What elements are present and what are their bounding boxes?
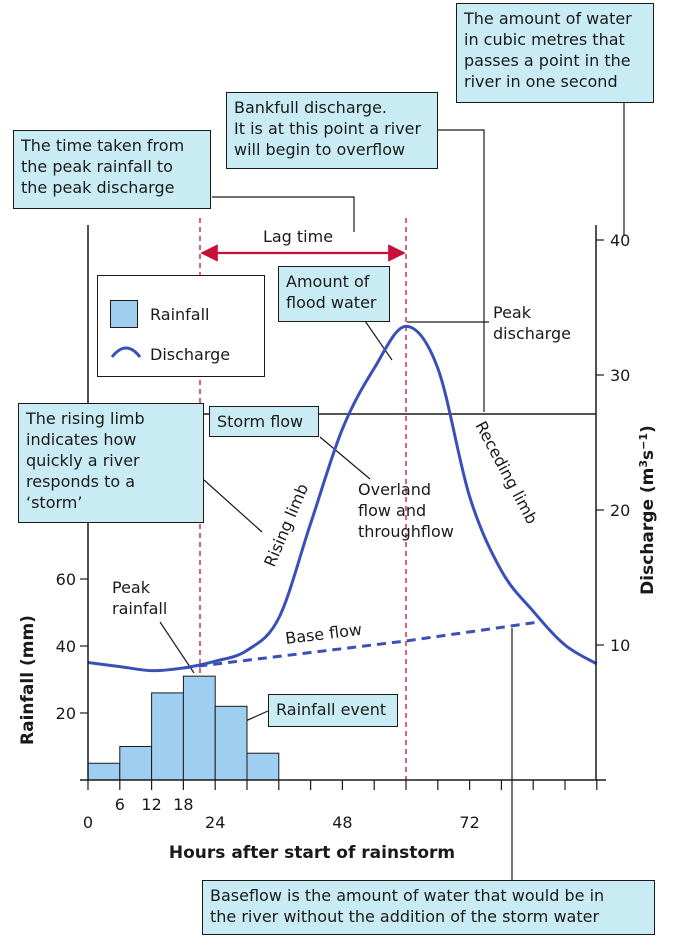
peak-rainfall-connector [159, 621, 195, 674]
base-flow-label: Base flow [284, 620, 363, 648]
left-tick-label: 40 [56, 637, 76, 656]
left-axis-title: Rainfall (mm) [18, 615, 38, 745]
right-tick-label: 20 [610, 501, 630, 520]
rising-limb-definition-box: The rising limb indicates how quickly a … [18, 403, 204, 523]
bankfull-callout-connector [437, 129, 485, 412]
rainfall-bar [119, 746, 153, 781]
right-tick-label: 30 [610, 366, 630, 385]
x-tick-label: 24 [205, 813, 225, 832]
right-tick-label: 10 [610, 636, 630, 655]
x-tick-label: 72 [459, 813, 479, 832]
x-tick-label: 48 [332, 813, 352, 832]
rainfall-bar [87, 762, 121, 781]
left-tick-label: 60 [56, 570, 76, 589]
bankfull-definition-box: Bankfull discharge. It is at this point … [226, 92, 438, 169]
left-ticks: 20 40 60 [56, 570, 88, 723]
peak-rainfall-label: Peak rainfall [112, 578, 168, 618]
baseflow-definition-box: Baseflow is the amount of water that wou… [202, 880, 655, 935]
lag-time-definition-box: The time taken from the peak rainfall to… [13, 130, 211, 209]
x-ticks: 0 6 12 18 24 48 72 [83, 780, 598, 832]
x-tick-label: 6 [115, 795, 125, 814]
discharge-legend-label: Discharge [150, 345, 231, 364]
right-ticks: 10 20 30 40 [596, 231, 630, 655]
flood-water-box: Amount of flood water [278, 266, 390, 322]
lag-callout-connector [212, 196, 355, 232]
chart-legend: Rainfall Discharge [97, 275, 265, 377]
rainfall-bar [182, 675, 216, 781]
rainfall-bars [87, 675, 280, 781]
right-tick-label: 40 [610, 231, 630, 250]
overland-flow-label: Overland flow and throughflow [358, 480, 454, 541]
rainfall-bar [246, 752, 280, 781]
x-tick-label: 0 [83, 813, 93, 832]
lag-time-label: Lag time [263, 227, 333, 246]
rainfall-legend-label: Rainfall [150, 305, 210, 324]
rainfall-bar [151, 692, 184, 781]
discharge-curve [87, 324, 598, 673]
discharge-legend-swatch [110, 346, 142, 358]
rainfall-legend-swatch [110, 300, 138, 328]
rainfall-event-box: Rainfall event [268, 694, 398, 727]
right-axis-title: Discharge (m3s−1) [637, 425, 658, 595]
storm-flow-box: Storm flow [209, 406, 319, 437]
discharge-definition-box: The amount of water in cubic metres that… [456, 3, 654, 103]
rainfall-bar [214, 705, 248, 781]
x-tick-label: 12 [141, 795, 161, 814]
x-axis-title: Hours after start of rainstorm [169, 843, 455, 863]
x-tick-label: 18 [173, 795, 193, 814]
peak-discharge-label: Peak discharge [493, 303, 571, 343]
receding-limb-label: Receding limb [471, 418, 541, 527]
flood-water-connector [362, 317, 393, 361]
rising-limb-connector [203, 479, 263, 533]
rising-limb-label: Rising limb [260, 481, 312, 570]
left-tick-label: 20 [56, 704, 76, 723]
overland-connector [319, 436, 371, 480]
